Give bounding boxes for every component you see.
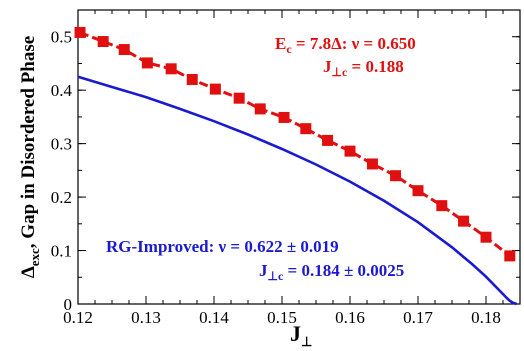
data-point-marker <box>322 134 334 146</box>
data-point-marker <box>458 215 470 227</box>
data-point-marker <box>300 123 312 135</box>
y-tick-label: 0.1 <box>51 242 72 261</box>
data-point-marker <box>366 158 378 170</box>
data-point-marker <box>186 73 198 85</box>
x-tick-label: 0.16 <box>335 308 365 327</box>
red-annotation-line1: Ec = 7.8Δ: ν = 0.650 <box>275 34 416 56</box>
x-tick-label: 0.17 <box>403 308 433 327</box>
series-layer <box>74 26 518 306</box>
y-tick-label: 0.4 <box>51 81 73 100</box>
y-tick-label: 0 <box>64 295 73 314</box>
data-point-marker <box>278 111 290 123</box>
x-tick-label: 0.15 <box>267 308 297 327</box>
data-point-marker <box>74 26 86 38</box>
x-axis-label: J⊥ <box>290 321 312 349</box>
data-point-marker <box>412 185 424 197</box>
data-point-marker <box>165 63 177 75</box>
data-point-marker <box>436 200 448 212</box>
data-point-marker <box>118 44 130 56</box>
x-tick-label: 0.14 <box>199 308 229 327</box>
tick-labels: 0.12 0.13 0.14 0.15 0.16 0.17 0.18 0 0.1 0.2 0.3 0.… <box>51 28 501 327</box>
y-tick-label: 0.3 <box>51 135 72 154</box>
data-point-marker <box>254 103 266 115</box>
series-blue-line <box>77 75 518 306</box>
y-axis-label: Δexc, Gap in Disordered Phase <box>18 36 42 278</box>
y-tick-label: 0.2 <box>51 188 72 207</box>
blue-annotation-line2: J⊥c = 0.184 ± 0.0025 <box>259 261 404 283</box>
data-point-marker <box>97 36 109 48</box>
data-point-marker <box>504 250 516 262</box>
data-point-marker <box>233 92 245 104</box>
x-tick-label: 0.18 <box>471 308 501 327</box>
red-annotation-line2: J⊥c = 0.188 <box>323 57 404 79</box>
data-point-marker <box>344 145 356 157</box>
blue-annotation-line1: RG-Improved: ν = 0.622 ± 0.019 <box>106 237 339 256</box>
y-tick-label: 0.5 <box>51 28 72 47</box>
data-point-marker <box>390 170 402 182</box>
data-point-marker <box>141 57 153 69</box>
data-point-marker <box>209 83 221 95</box>
data-point-marker <box>480 231 492 243</box>
axis-ticks <box>77 9 521 305</box>
x-tick-label: 0.12 <box>63 308 93 327</box>
x-tick-label: 0.13 <box>131 308 161 327</box>
